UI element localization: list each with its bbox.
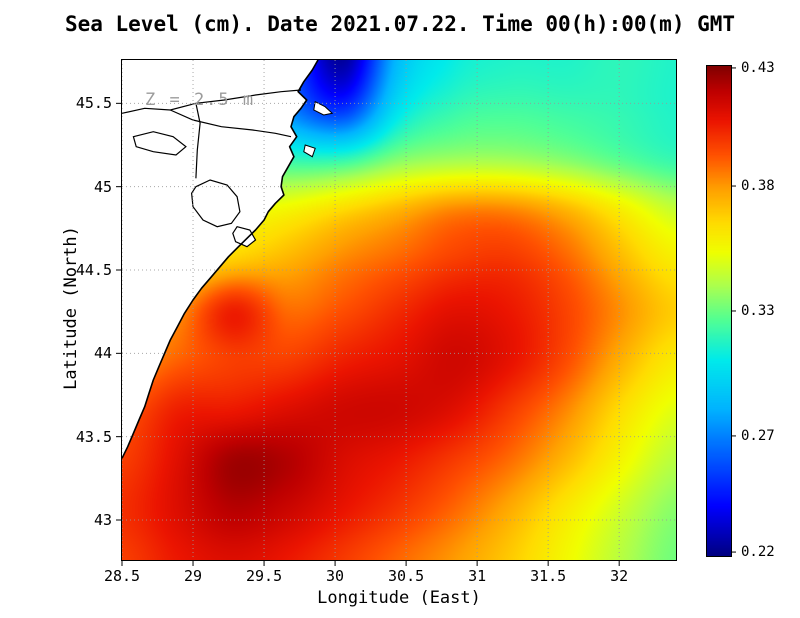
y-tick-label: 45 [93,177,112,196]
colorbar-tick-label: 0.43 [741,59,775,76]
chart-title: Sea Level (cm). Date 2021.07.22. Time 00… [64,12,736,36]
colorbar [706,65,732,557]
y-tick-label: 43 [93,511,112,529]
x-tick-label: 30 [326,567,345,585]
x-tick-label: 30.5 [388,567,425,585]
y-tick-label: 45.5 [75,94,112,113]
y-tick-label: 44.5 [75,261,112,279]
y-tick-label: 44 [93,344,112,363]
colorbar-tick-label: 0.33 [741,302,775,319]
x-tick-label: 28.5 [103,567,141,585]
sea-level-heatmap [122,60,676,560]
y-tick-label: 43.5 [75,427,112,446]
x-axis-label: Longitude (East) [317,588,481,608]
x-tick-label: 29.5 [245,567,283,585]
y-axis-label: Latitude (North) [61,226,81,390]
colorbar-tick-label: 0.22 [741,544,775,561]
x-tick-label: 29 [183,567,203,585]
x-tick-label: 31 [468,567,487,585]
colorbar-tick-label: 0.38 [741,178,775,195]
colorbar-gradient [707,66,731,556]
x-tick-label: 31.5 [530,567,567,585]
colorbar-tick-label: 0.27 [741,427,775,444]
depth-annotation: Z = 2.5 m [145,90,256,110]
x-tick-label: 32 [610,567,629,585]
